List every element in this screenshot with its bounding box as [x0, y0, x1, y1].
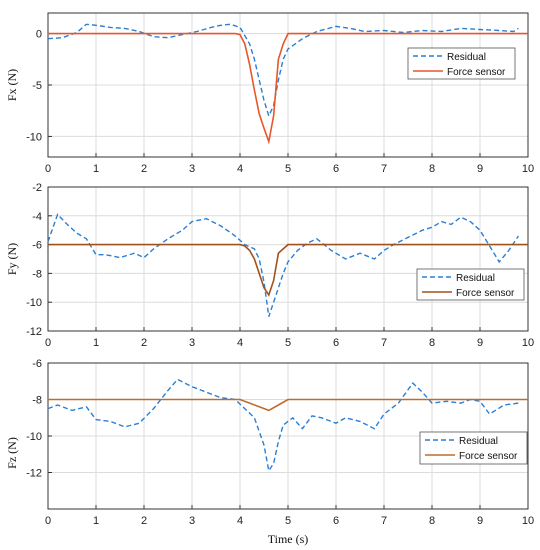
fx-xtick-label: 9 — [477, 163, 483, 175]
fy-xtick-label: 9 — [477, 337, 483, 349]
fz-xtick-label: 1 — [93, 515, 99, 527]
fz-legend-residual-label: Residual — [459, 436, 498, 447]
fy-xtick-label: 1 — [93, 337, 99, 349]
fx-series-force-sensor — [48, 32, 528, 145]
fy-xtick-label: 10 — [522, 337, 534, 349]
fx-legend-residual-label: Residual — [447, 52, 486, 63]
fx-xtick-label: 1 — [93, 163, 99, 175]
fx-xtick-label: 8 — [429, 163, 435, 175]
fz-ytick-label: -10 — [26, 431, 42, 443]
fy-xtick-label: 7 — [381, 337, 387, 349]
fx-xtick-label: 7 — [381, 163, 387, 175]
fy-xtick-label: 5 — [285, 337, 291, 349]
fy-xtick-label: 3 — [189, 337, 195, 349]
fy-ylabel: Fy (N) — [5, 243, 19, 275]
fz-series-force-sensor — [48, 398, 528, 412]
fx-ylabel: Fx (N) — [5, 69, 19, 101]
fx-series-residual — [47, 23, 519, 118]
fz-axes-box — [47, 362, 529, 510]
fy-series-residual — [47, 213, 519, 317]
fy-legend-residual-label: Residual — [456, 273, 495, 284]
fz-ytick-label: -8 — [32, 395, 42, 407]
fy-ytick-label: -10 — [26, 297, 42, 309]
fy-subplot: 0 1 2 3 4 5 6 7 8 9 10 -2 -4 -6 -8 -10 -12 — [26, 182, 534, 349]
fy-ytick-label: -12 — [26, 326, 42, 338]
fz-xtick-label: 8 — [429, 515, 435, 527]
fy-xtick-label: 0 — [45, 337, 51, 349]
fx-xtick-label: 6 — [333, 163, 339, 175]
fx-ytick-label: -5 — [32, 80, 42, 92]
fz-xtick-label: 9 — [477, 515, 483, 527]
fz-legend: Residual Force sensor — [419, 431, 528, 465]
fx-xtick-label: 5 — [285, 163, 291, 175]
fz-series-residual — [47, 378, 519, 473]
fy-xtick-label: 2 — [141, 337, 147, 349]
fz-subplot: 0 1 2 3 4 5 6 7 8 9 10 -6 -8 -10 -12 — [26, 358, 534, 527]
fz-xtick-label: 4 — [237, 515, 243, 527]
fz-ylabel: Fz (N) — [5, 437, 19, 469]
fy-xtick-label: 8 — [429, 337, 435, 349]
fy-xtick-label: 4 — [237, 337, 243, 349]
fx-ytick-label: 0 — [36, 29, 42, 41]
fz-xtick-label: 3 — [189, 515, 195, 527]
fz-xtick-label: 10 — [522, 515, 534, 527]
fy-xtick-label: 6 — [333, 337, 339, 349]
fz-xtick-label: 2 — [141, 515, 147, 527]
fy-legend: Residual Force sensor — [416, 268, 525, 301]
fx-xtick-label: 4 — [237, 163, 243, 175]
fy-ytick-label: -6 — [32, 240, 42, 252]
fz-ytick-label: -12 — [26, 468, 42, 480]
fy-legend-force-label: Force sensor — [456, 288, 515, 299]
fx-xtick-label: 0 — [45, 163, 51, 175]
fx-xtick-label: 10 — [522, 163, 534, 175]
fx-axes-box — [47, 12, 529, 158]
fz-xtick-label: 6 — [333, 515, 339, 527]
fx-xtick-label: 3 — [189, 163, 195, 175]
fx-xtick-label: 2 — [141, 163, 147, 175]
fz-xtick-label: 5 — [285, 515, 291, 527]
fy-axes-box — [47, 186, 529, 332]
fx-ytick-label: -10 — [26, 131, 42, 143]
fz-xtick-label: 0 — [45, 515, 51, 527]
fz-legend-force-label: Force sensor — [459, 451, 518, 462]
fz-xtick-label: 7 — [381, 515, 387, 527]
fy-ytick-label: -4 — [32, 211, 42, 223]
fy-series-force-sensor — [48, 243, 528, 297]
fx-legend-force-label: Force sensor — [447, 67, 506, 78]
fx-subplot: 0 1 2 3 4 5 6 7 8 9 10 0 -5 -10 — [26, 12, 534, 175]
fx-legend: Residual Force sensor — [407, 47, 516, 80]
fy-ytick-label: -8 — [32, 268, 42, 280]
fy-ytick-label: -2 — [32, 182, 42, 194]
time-xlabel: Time (s) — [268, 532, 309, 546]
fz-ytick-label: -6 — [32, 358, 42, 370]
